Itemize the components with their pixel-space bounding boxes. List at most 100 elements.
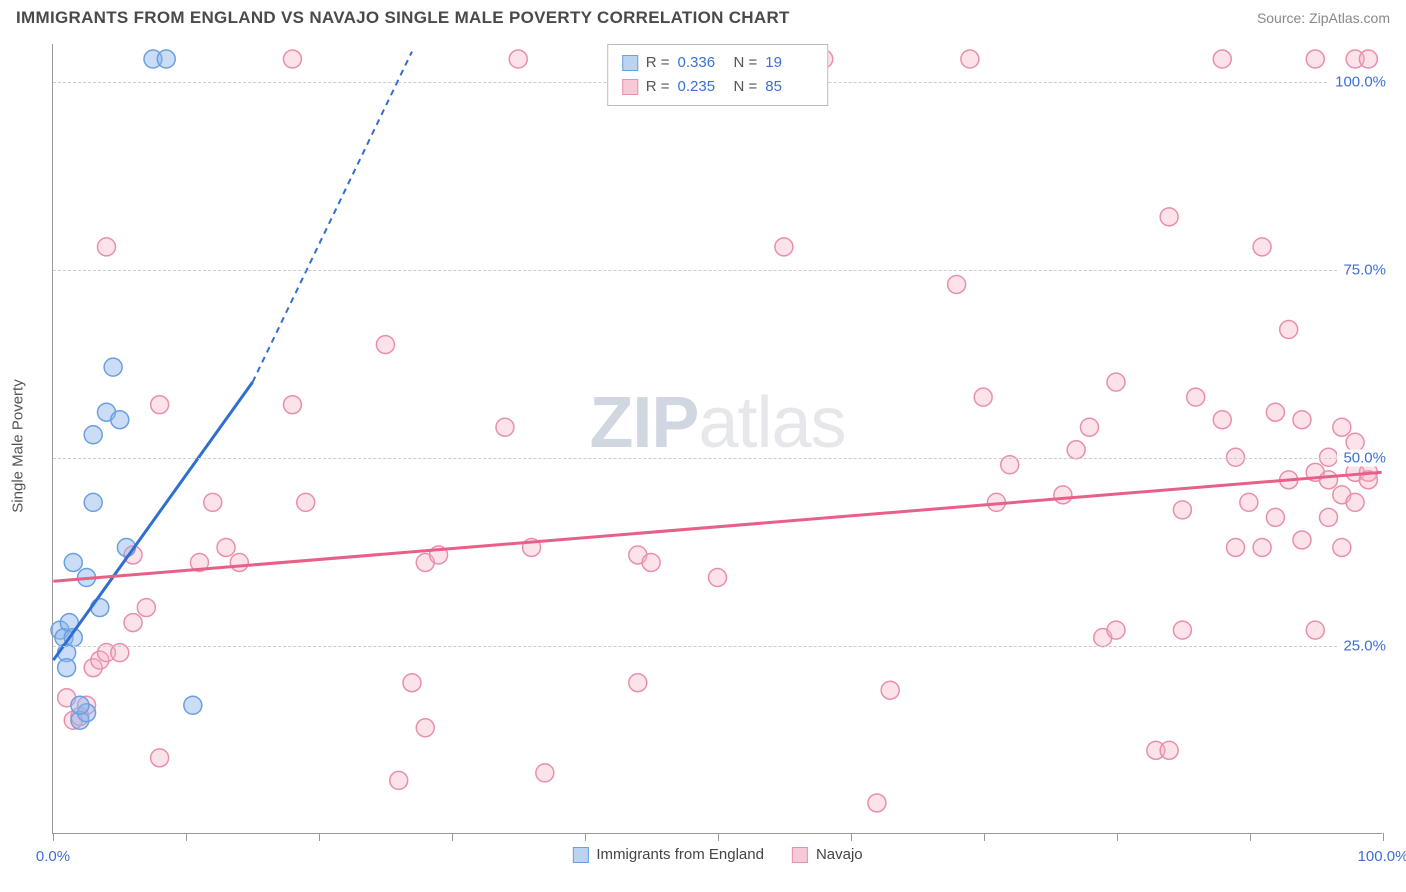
data-point xyxy=(124,614,142,632)
data-point xyxy=(1213,50,1231,68)
xtick xyxy=(1383,833,1384,841)
legend-item-0: Immigrants from England xyxy=(572,846,764,863)
data-point xyxy=(84,493,102,511)
data-point xyxy=(961,50,979,68)
data-point xyxy=(496,418,514,436)
source-label: Source: ZipAtlas.com xyxy=(1257,10,1390,26)
data-point xyxy=(1253,238,1271,256)
xtick xyxy=(452,833,453,841)
data-point xyxy=(91,599,109,617)
data-point xyxy=(974,388,992,406)
data-point xyxy=(709,569,727,587)
n-value-0: 19 xyxy=(765,51,813,75)
data-point xyxy=(230,553,248,571)
data-point xyxy=(390,771,408,789)
data-point xyxy=(509,50,527,68)
xtick xyxy=(718,833,719,841)
data-point xyxy=(1240,493,1258,511)
data-point xyxy=(629,674,647,692)
r-value-1: 0.235 xyxy=(678,75,726,99)
gridline xyxy=(53,270,1382,271)
legend-swatch-icon xyxy=(572,847,588,863)
data-point xyxy=(151,749,169,767)
r-value-0: 0.336 xyxy=(678,51,726,75)
data-point xyxy=(775,238,793,256)
data-point xyxy=(1253,538,1271,556)
chart-plot-area: ZIPatlas R = 0.336 N = 19 R = 0.235 N = … xyxy=(52,44,1382,834)
xtick xyxy=(186,833,187,841)
xtick xyxy=(984,833,985,841)
data-point xyxy=(84,426,102,444)
gridline xyxy=(53,458,1382,459)
data-point xyxy=(1306,50,1324,68)
legend-series-box: Immigrants from England Navajo xyxy=(572,846,862,863)
data-point xyxy=(1320,471,1338,489)
xtick xyxy=(585,833,586,841)
legend-row-series-1: R = 0.235 N = 85 xyxy=(622,75,814,99)
legend-swatch-icon xyxy=(792,847,808,863)
n-value-1: 85 xyxy=(765,75,813,99)
data-point xyxy=(1333,538,1351,556)
legend-item-1: Navajo xyxy=(792,846,863,863)
chart-title: IMMIGRANTS FROM ENGLAND VS NAVAJO SINGLE… xyxy=(16,8,790,28)
data-point xyxy=(97,238,115,256)
data-point xyxy=(1107,621,1125,639)
xtick-label: 100.0% xyxy=(1358,848,1406,865)
xtick xyxy=(851,833,852,841)
data-point xyxy=(137,599,155,617)
xtick-label: 0.0% xyxy=(36,848,70,865)
data-point xyxy=(1080,418,1098,436)
trend-line-extrapolated xyxy=(253,52,412,383)
data-point xyxy=(184,696,202,714)
legend-swatch-icon xyxy=(622,55,638,71)
n-label: N = xyxy=(734,51,758,75)
data-point xyxy=(104,358,122,376)
data-point xyxy=(283,396,301,414)
data-point xyxy=(1227,538,1245,556)
data-point xyxy=(1160,208,1178,226)
data-point xyxy=(1346,493,1364,511)
data-point xyxy=(416,719,434,737)
data-point xyxy=(1054,486,1072,504)
xtick xyxy=(1117,833,1118,841)
data-point xyxy=(536,764,554,782)
data-point xyxy=(1266,403,1284,421)
data-point xyxy=(376,336,394,354)
data-point xyxy=(1160,741,1178,759)
data-point xyxy=(1266,508,1284,526)
scatter-plot-svg xyxy=(53,44,1382,833)
n-label: N = xyxy=(734,75,758,99)
data-point xyxy=(1333,418,1351,436)
trend-line xyxy=(53,472,1381,581)
data-point xyxy=(1107,373,1125,391)
data-point xyxy=(1293,531,1311,549)
legend-label-1: Navajo xyxy=(816,846,863,863)
ytick-label: 100.0% xyxy=(1329,73,1386,90)
data-point xyxy=(881,681,899,699)
data-point xyxy=(217,538,235,556)
data-point xyxy=(157,50,175,68)
data-point xyxy=(403,674,421,692)
data-point xyxy=(1280,321,1298,339)
data-point xyxy=(948,275,966,293)
data-point xyxy=(1173,621,1191,639)
xtick xyxy=(1250,833,1251,841)
data-point xyxy=(1306,621,1324,639)
data-point xyxy=(71,696,89,714)
data-point xyxy=(1067,441,1085,459)
trend-line xyxy=(53,382,252,660)
data-point xyxy=(868,794,886,812)
data-point xyxy=(1359,50,1377,68)
data-point xyxy=(642,553,660,571)
data-point xyxy=(297,493,315,511)
data-point xyxy=(1213,411,1231,429)
data-point xyxy=(204,493,222,511)
legend-label-0: Immigrants from England xyxy=(596,846,764,863)
legend-swatch-icon xyxy=(622,79,638,95)
data-point xyxy=(1293,411,1311,429)
r-label: R = xyxy=(646,51,670,75)
r-label: R = xyxy=(646,75,670,99)
data-point xyxy=(283,50,301,68)
data-point xyxy=(111,411,129,429)
xtick xyxy=(53,833,54,841)
